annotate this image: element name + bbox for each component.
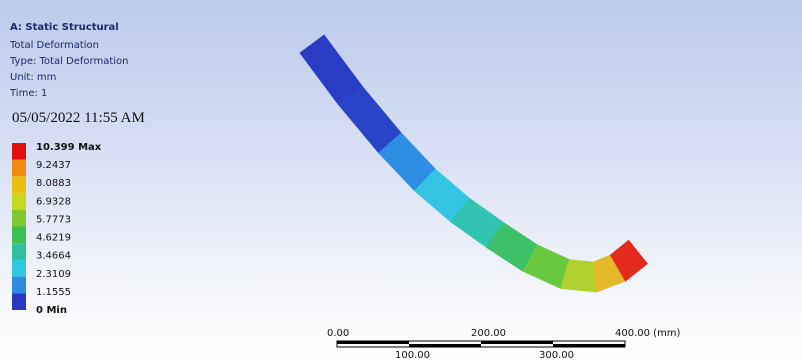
legend-label: 9.2437 [36,160,71,171]
legend-swatch [12,193,26,210]
legend-label: 0 Min [36,305,67,316]
legend-swatch [12,160,26,177]
scale-label: 100.00 [395,350,430,361]
legend-label: 5.7773 [36,214,71,225]
ansys-viewport: A: Static Structural Total Deformation T… [0,0,802,361]
legend-swatch [12,176,26,193]
legend-swatch [12,293,26,310]
scale-label: 200.00 [471,328,506,339]
legend-label: 2.3109 [36,269,71,280]
legend-label: 10.399 Max [36,142,102,153]
graphics: 10.399 Max 9.2437 8.0883 6.9328 5.7773 4.6219… [0,0,802,361]
legend: 10.399 Max 9.2437 8.0883 6.9328 5.7773 4.6219… [12,142,102,316]
scale-label: 300.00 [539,350,574,361]
legend-swatch [12,227,26,244]
scale-bar: 0.00 200.00 400.00 (mm) 100.00 300.00 [327,328,681,361]
scale-segment [553,344,625,347]
scale-label: 0.00 [327,328,349,339]
legend-swatch [12,243,26,260]
scale-label: 400.00 (mm) [615,328,681,339]
legend-label: 4.6219 [36,233,71,244]
beam-model [300,35,647,292]
scale-segment [337,341,409,344]
legend-label: 3.4664 [36,251,71,262]
legend-swatch [12,143,26,160]
legend-swatch [12,210,26,227]
scale-segment [409,344,481,347]
scale-segment [481,341,553,344]
legend-swatch [12,277,26,294]
legend-label: 8.0883 [36,178,71,189]
legend-swatch [12,260,26,277]
legend-label: 6.9328 [36,196,71,207]
legend-label: 1.1555 [36,287,71,298]
